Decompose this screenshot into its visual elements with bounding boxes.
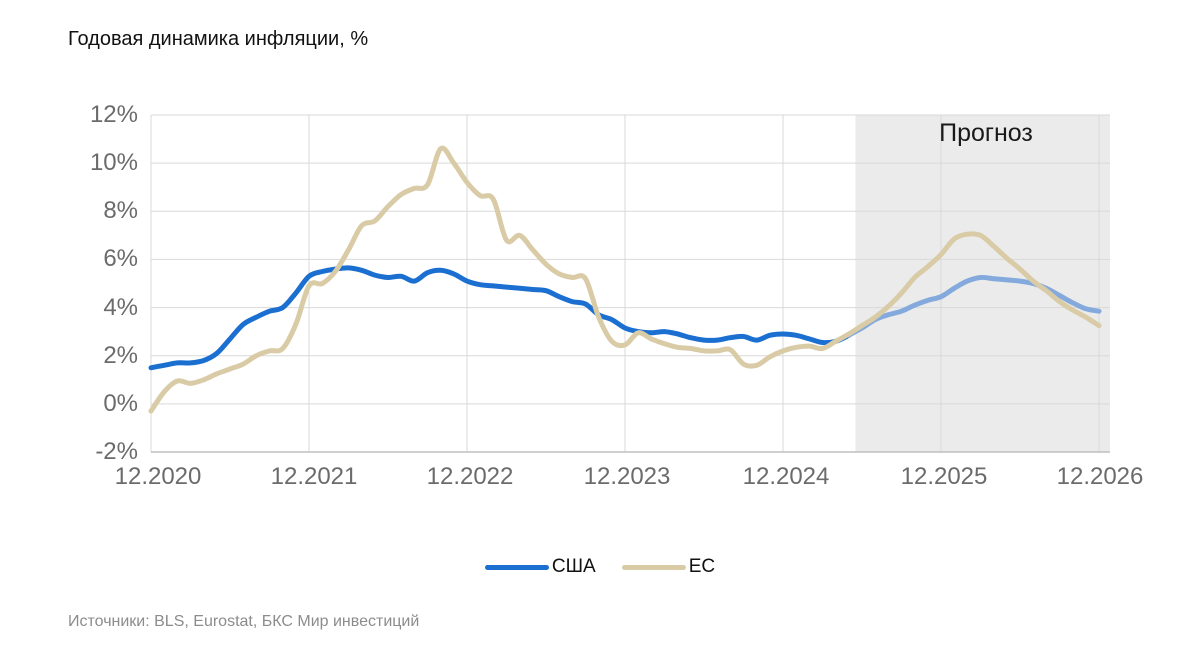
series-line-usa-forecast	[846, 274, 1102, 338]
y-axis-tick-label: 0%	[103, 390, 138, 417]
legend-line-usa	[484, 564, 549, 570]
forecast-region	[855, 115, 1110, 452]
source-note: Источники: BLS, Eurostat, БКС Мир инвест…	[68, 613, 420, 630]
series-line-eu	[148, 145, 1102, 414]
legend-line-eu	[621, 564, 686, 570]
y-axis-tick-label: 2%	[103, 342, 138, 369]
x-axis-tick-label: 12.2020	[114, 463, 202, 490]
legend-item-usa: США	[484, 556, 596, 578]
chart-title: Годовая динамика инфляции, %	[68, 28, 369, 50]
y-axis-tick-label: -2%	[95, 438, 138, 465]
legend-label-eu: ЕС	[688, 556, 716, 577]
x-axis-tick-label: 12.2021	[270, 463, 358, 490]
x-axis-tick-label: 12.2022	[426, 463, 514, 490]
series-line-usa-actual	[148, 265, 852, 371]
y-axis-tick-label: 10%	[89, 149, 138, 176]
y-axis-tick-label: 8%	[103, 197, 138, 224]
legend-item-eu: ЕС	[621, 556, 716, 578]
x-axis-tick-label: 12.2026	[1056, 463, 1144, 490]
y-axis-tick-label: 4%	[103, 294, 138, 321]
forecast-label: Прогноз	[939, 119, 1033, 147]
legend-label-usa: США	[551, 556, 596, 577]
x-axis-tick-label: 12.2024	[742, 463, 830, 490]
legend: США ЕС	[0, 556, 1200, 578]
y-axis-tick-label: 6%	[103, 245, 138, 272]
y-axis-tick-label: 12%	[89, 101, 138, 128]
x-axis-tick-label: 12.2025	[900, 463, 988, 490]
x-axis-tick-label: 12.2023	[583, 463, 671, 490]
